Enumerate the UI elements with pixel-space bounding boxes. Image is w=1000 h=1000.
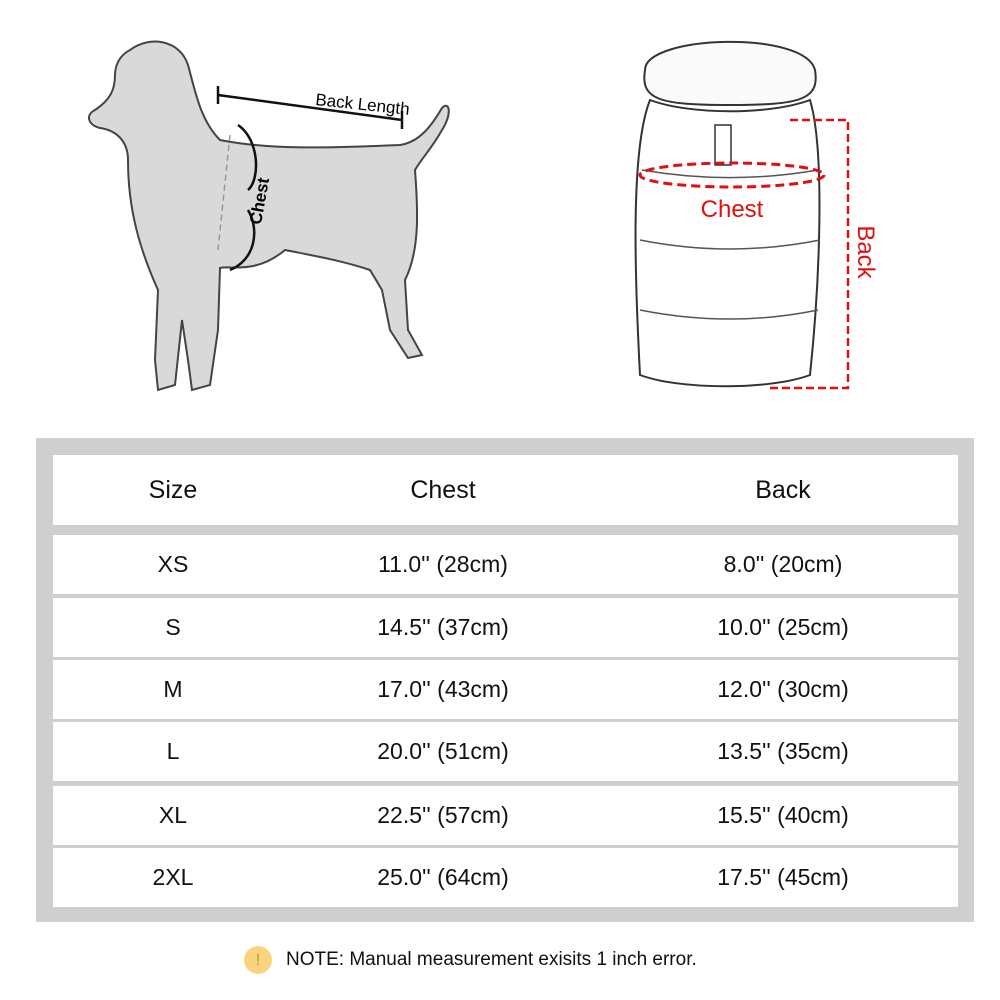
- table-header-row: Size Chest Back: [53, 455, 958, 525]
- dog-silhouette: [88, 40, 450, 392]
- cell-chest: 11.0'' (28cm): [378, 551, 508, 577]
- cell-back: 17.5'' (45cm): [717, 864, 849, 890]
- table-row: 2XL 25.0'' (64cm) 17.5'' (45cm): [53, 848, 958, 907]
- cell-chest: 22.5'' (57cm): [377, 802, 509, 828]
- chest-circumference-line: [638, 161, 826, 189]
- cell-chest: 14.5'' (37cm): [377, 614, 509, 640]
- dog-measurement-diagram: Back Length Chest: [88, 40, 450, 392]
- table-row: XS 11.0'' (28cm) 8.0'' (20cm): [53, 535, 958, 594]
- cell-size: L: [166, 738, 180, 764]
- note-text: NOTE: Manual measurement exisits 1 inch …: [286, 949, 697, 970]
- chest-arrow-bottom: [229, 209, 256, 272]
- jacket-back-label: Back: [852, 225, 879, 279]
- cell-size: 2XL: [152, 864, 194, 890]
- cell-back: 12.0'' (30cm): [717, 676, 849, 702]
- leash-hole: [714, 124, 732, 166]
- table-row: XL 22.5'' (57cm) 15.5'' (40cm): [53, 786, 958, 845]
- measurement-note: ! NOTE: Manual measurement exisits 1 inc…: [244, 946, 697, 974]
- back-length-line-red: [770, 118, 850, 390]
- cell-size: XL: [158, 802, 188, 828]
- header-back: Back: [755, 475, 811, 504]
- cell-chest: 25.0'' (64cm): [377, 864, 509, 890]
- table-row: S 14.5'' (37cm) 10.0'' (25cm): [53, 598, 958, 657]
- cell-chest: 17.0'' (43cm): [377, 676, 509, 702]
- cell-back: 8.0'' (20cm): [723, 551, 843, 577]
- jacket-collar: [643, 40, 817, 107]
- header-chest: Chest: [410, 475, 476, 504]
- header-size: Size: [148, 475, 198, 504]
- chest-arrow-top: [237, 123, 258, 191]
- cell-back: 15.5'' (40cm): [717, 802, 849, 828]
- exclamation-icon: !: [244, 946, 272, 974]
- table-row: M 17.0'' (43cm) 12.0'' (30cm): [53, 660, 958, 719]
- back-length-line: [217, 93, 403, 122]
- cell-back: 10.0'' (25cm): [717, 614, 849, 640]
- cell-back: 13.5'' (35cm): [717, 738, 849, 764]
- cell-size: S: [165, 614, 181, 640]
- cell-chest: 20.0'' (51cm): [377, 738, 509, 764]
- jacket-chest-label: Chest: [701, 196, 764, 223]
- cell-size: XS: [157, 551, 189, 577]
- size-chart-table: Size Chest Back XS 11.0'' (28cm) 8.0'' (20…: [36, 438, 974, 922]
- cell-size: M: [163, 676, 183, 702]
- table-row: L 20.0'' (51cm) 13.5'' (35cm): [53, 722, 958, 781]
- jacket-measurement-diagram: Chest Back: [634, 40, 879, 390]
- jacket-body: [634, 98, 821, 388]
